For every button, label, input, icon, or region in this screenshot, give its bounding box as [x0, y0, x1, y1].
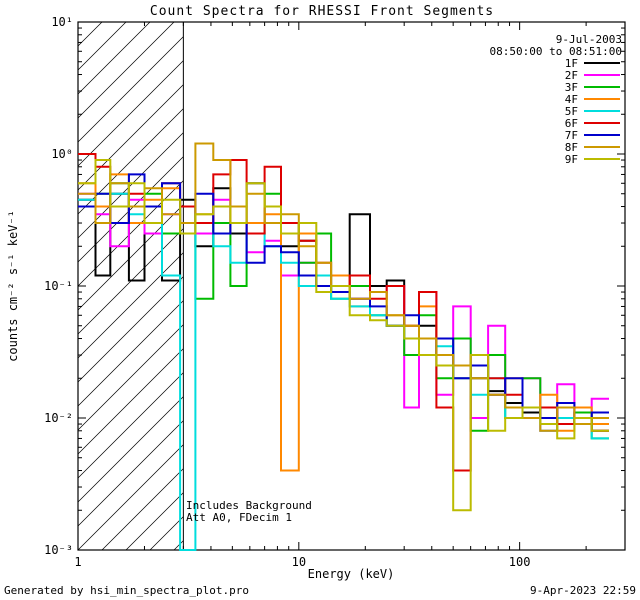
legend-label: 4F — [565, 93, 578, 106]
series-6F — [78, 153, 609, 472]
hatch-region — [78, 22, 184, 550]
series-9F — [78, 159, 609, 512]
y-tick-label: 10¹ — [51, 15, 73, 29]
series-7F — [78, 173, 609, 425]
legend-item-9F: 9F — [565, 153, 620, 166]
legend-label: 5F — [565, 105, 578, 118]
series-lines — [78, 142, 609, 551]
y-tick-label: 10⁻¹ — [44, 279, 73, 293]
footer-generator: Generated by hsi_min_spectra_plot.pro — [4, 584, 249, 597]
series-5F — [78, 192, 609, 551]
legend-label: 3F — [565, 81, 578, 94]
series-8F — [78, 142, 609, 432]
legend-item-8F: 8F — [565, 141, 620, 154]
chart-title: Count Spectra for RHESSI Front Segments — [150, 4, 494, 19]
series-2F — [78, 192, 609, 432]
legend-item-6F: 6F — [565, 117, 620, 130]
series-1F — [78, 182, 609, 432]
legend-item-2F: 2F — [565, 69, 620, 82]
y-axis-label: counts cm⁻² s⁻¹ keV⁻¹ — [6, 210, 20, 362]
x-axis-label: Energy (keV) — [308, 567, 395, 581]
legend-item-7F: 7F — [565, 129, 620, 142]
legend-item-1F: 1F — [565, 57, 620, 70]
series-3F — [78, 153, 609, 440]
x-tick-label: 1 — [74, 555, 81, 569]
y-tick-label: 10⁻³ — [44, 543, 73, 557]
background-note: Includes Background — [186, 499, 312, 512]
obs-time-range: 08:50:00 to 08:51:00 — [490, 45, 622, 58]
legend-label: 1F — [565, 57, 578, 70]
y-tick-label: 10⁰ — [51, 147, 73, 161]
footer-datetime: 9-Apr-2023 22:59 — [530, 584, 636, 597]
y-tick-label: 10⁻² — [44, 411, 73, 425]
legend-label: 7F — [565, 129, 578, 142]
x-tick-label: 100 — [509, 555, 531, 569]
legend-item-4F: 4F — [565, 93, 620, 106]
legend-label: 6F — [565, 117, 578, 130]
legend-item-5F: 5F — [565, 105, 620, 118]
axes — [77, 21, 626, 551]
legend-label: 2F — [565, 69, 578, 82]
attenuator-note: Att A0, FDecim 1 — [186, 511, 292, 524]
legend-label: 9F — [565, 153, 578, 166]
obs-date: 9-Jul-2003 — [556, 33, 622, 46]
series-4F — [78, 173, 609, 472]
legend-item-3F: 3F — [565, 81, 620, 94]
x-tick-label: 10 — [292, 555, 306, 569]
legend-label: 8F — [565, 141, 578, 154]
